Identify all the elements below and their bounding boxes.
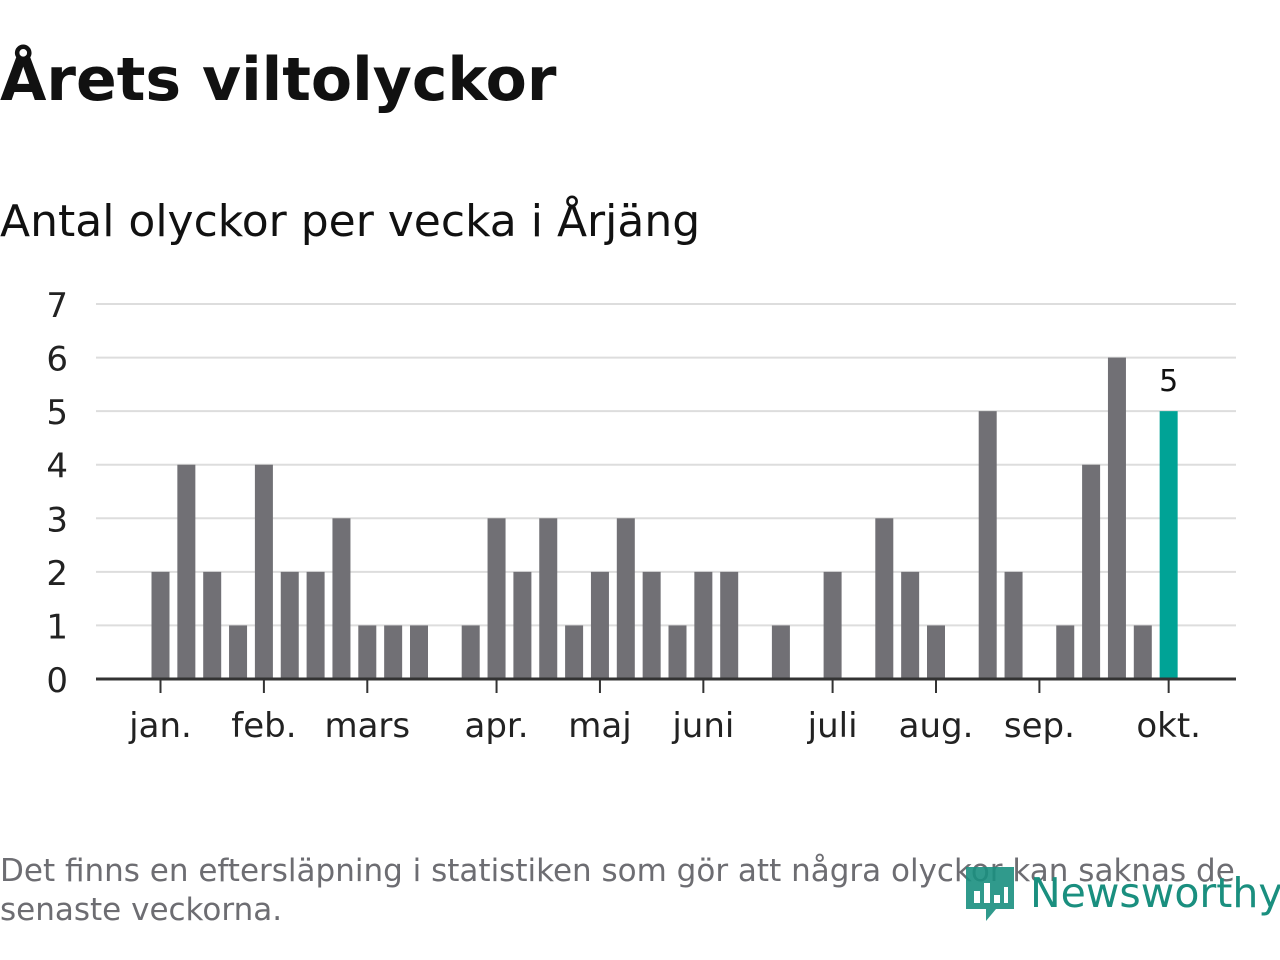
y-tick-label: 4 bbox=[46, 447, 68, 487]
bar-chart: 0 1 2 3 4 5 6 7 jan. feb. mars apr. maj juni juli aug.… bbox=[0, 270, 1280, 770]
bar bbox=[901, 571, 920, 679]
bar bbox=[539, 518, 558, 679]
bar bbox=[280, 571, 299, 679]
x-tick-label: okt. bbox=[1136, 706, 1201, 746]
footnote: Det finns en eftersläpning i statistiken… bbox=[0, 853, 1235, 928]
x-tick-label: apr. bbox=[465, 706, 529, 746]
data-label: 5 bbox=[1159, 364, 1178, 399]
x-axis bbox=[96, 677, 1236, 693]
y-tick-label: 2 bbox=[46, 554, 68, 594]
brand-name: Newsworthy bbox=[1030, 869, 1280, 917]
bar bbox=[384, 625, 403, 679]
y-tick-label: 7 bbox=[46, 286, 68, 326]
bar bbox=[1082, 464, 1101, 679]
bar bbox=[358, 625, 377, 679]
bar bbox=[978, 411, 997, 679]
y-tick-label: 6 bbox=[46, 340, 68, 380]
x-tick-label: feb. bbox=[231, 706, 296, 746]
bar bbox=[823, 571, 842, 679]
y-tick-label: 5 bbox=[46, 393, 68, 433]
bar bbox=[1056, 625, 1075, 679]
bar bbox=[410, 625, 428, 679]
y-axis-tick-labels: 0 1 2 3 4 5 6 7 bbox=[46, 286, 68, 701]
bar bbox=[720, 571, 739, 679]
x-tick-label: aug. bbox=[899, 706, 974, 746]
bar bbox=[565, 625, 584, 679]
x-axis-month-labels: jan. feb. mars apr. maj juni juli aug. sep. okt. bbox=[128, 706, 1201, 746]
bar bbox=[203, 571, 222, 679]
bar bbox=[1004, 571, 1023, 679]
bar bbox=[590, 571, 609, 679]
chart-subtitle: Antal olyckor per vecka i Årjäng bbox=[0, 196, 701, 247]
bar bbox=[332, 518, 351, 679]
bar bbox=[642, 571, 661, 679]
bar bbox=[151, 571, 170, 679]
newsworthy-logo-icon bbox=[966, 867, 1014, 921]
x-tick-label: jan. bbox=[128, 706, 192, 746]
y-tick-label: 0 bbox=[46, 661, 68, 701]
y-tick-label: 1 bbox=[46, 607, 68, 647]
x-tick-label: maj bbox=[568, 706, 631, 746]
bar bbox=[254, 464, 273, 679]
bar bbox=[668, 625, 687, 679]
bar bbox=[306, 571, 325, 679]
bar bbox=[461, 625, 480, 679]
x-tick-label: juni bbox=[671, 706, 734, 746]
bar bbox=[927, 625, 945, 679]
bar bbox=[513, 571, 532, 679]
bar-chart-svg: 0 1 2 3 4 5 6 7 jan. feb. mars apr. maj juni juli aug.… bbox=[46, 286, 1236, 746]
bar bbox=[694, 571, 713, 679]
data-labels: 5 bbox=[1159, 364, 1178, 399]
x-tick-label: juli bbox=[807, 706, 858, 746]
bar-highlight bbox=[1159, 411, 1178, 679]
bar bbox=[1133, 625, 1152, 679]
x-tick-label: sep. bbox=[1004, 706, 1075, 746]
bar bbox=[616, 518, 635, 679]
newsworthy-logo: Newsworthy bbox=[962, 860, 1280, 926]
bar bbox=[229, 625, 248, 679]
bar bbox=[177, 464, 196, 679]
y-tick-label: 3 bbox=[46, 500, 68, 540]
bars bbox=[151, 357, 1178, 679]
bar bbox=[1107, 357, 1126, 679]
bar bbox=[771, 625, 790, 679]
chart-title: Årets viltolyckor bbox=[0, 45, 557, 115]
bar bbox=[875, 518, 894, 679]
x-tick-label: mars bbox=[324, 706, 410, 746]
bar bbox=[487, 518, 506, 679]
